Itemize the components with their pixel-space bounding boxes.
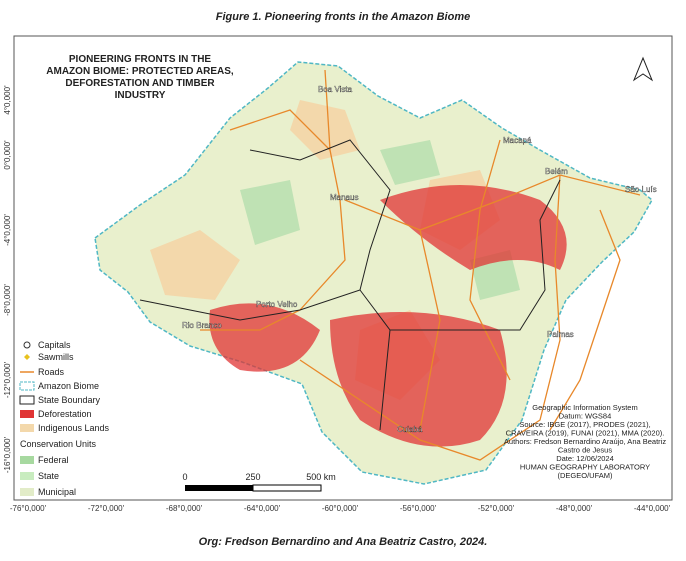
conservation-units bbox=[240, 140, 520, 300]
city-markers: Boa Vista Macapá Belém São Luís Manaus P… bbox=[182, 85, 657, 434]
lon-labels: -76°0,000' -72°0,000' -68°0,000' -64°0,000'… bbox=[10, 504, 671, 513]
legend-symbol bbox=[19, 381, 35, 391]
state-boundaries bbox=[139, 139, 561, 431]
deforestation bbox=[209, 185, 567, 447]
city-label: Belém bbox=[545, 167, 568, 176]
legend: Capitals Sawmills Roads Amazon Biome Sta… bbox=[19, 340, 110, 497]
lat-label: -8°0,000' bbox=[3, 284, 12, 316]
legend-label: Federal bbox=[38, 455, 69, 465]
scale-label: 0 bbox=[182, 472, 187, 482]
credit-line: Source: IBGE (2017), PRODES (2021), bbox=[519, 420, 650, 429]
lon-label: -52°0,000' bbox=[478, 504, 515, 513]
legend-label: Capitals bbox=[38, 340, 71, 350]
legend-symbol bbox=[24, 354, 30, 360]
lat-label: -4°0,000' bbox=[3, 214, 12, 246]
city-label: São Luís bbox=[625, 185, 657, 194]
roads bbox=[200, 69, 641, 461]
city-label: Cuiabá bbox=[397, 425, 423, 434]
legend-label: State bbox=[38, 471, 59, 481]
city-label: Palmas bbox=[547, 330, 574, 339]
lon-label: -48°0,000' bbox=[556, 504, 593, 513]
legend-label: Indigenous Lands bbox=[38, 423, 110, 433]
map-title-line: DEFORESTATION AND TIMBER bbox=[65, 78, 215, 89]
city-label: Macapá bbox=[503, 136, 532, 145]
footer: Org: Fredson Bernardino and Ana Beatriz … bbox=[199, 536, 488, 548]
credit-line: CRAVEIRA (2019), FUNAI (2021), MMA (2020… bbox=[506, 429, 665, 438]
lon-label: -72°0,000' bbox=[88, 504, 125, 513]
city-label: Boa Vista bbox=[318, 85, 353, 94]
map-title-line: PIONEERING FRONTS IN THE bbox=[69, 54, 212, 65]
legend-label: Roads bbox=[38, 367, 65, 377]
legend-label: State Boundary bbox=[38, 395, 101, 405]
scale-label: 250 bbox=[245, 472, 260, 482]
city-label: Porto Velho bbox=[256, 300, 298, 309]
legend-label: Deforestation bbox=[38, 409, 92, 419]
legend-label: Amazon Biome bbox=[38, 381, 99, 391]
city-label: Rio Branco bbox=[182, 321, 222, 330]
credit-line: (DEGEO/UFAM) bbox=[557, 471, 613, 480]
legend-symbol bbox=[23, 341, 31, 349]
credit-line: Authors: Fredson Bernardino Araújo, Ana … bbox=[504, 437, 666, 446]
lon-label: -44°0,000' bbox=[634, 504, 671, 513]
lat-label: 0°0,000' bbox=[3, 140, 12, 170]
legend-symbol bbox=[20, 472, 34, 480]
legend-subtitle: Conservation Units bbox=[20, 439, 97, 449]
lat-label: -16°0,000' bbox=[3, 436, 12, 473]
legend-symbol bbox=[20, 456, 34, 464]
lon-label: -60°0,000' bbox=[322, 504, 359, 513]
lon-label: -68°0,000' bbox=[166, 504, 203, 513]
credit-line: HUMAN GEOGRAPHY LABORATORY bbox=[520, 463, 650, 472]
legend-symbol bbox=[20, 410, 34, 418]
legend-label: Municipal bbox=[38, 487, 76, 497]
legend-symbol bbox=[19, 395, 35, 405]
map-title-line: AMAZON BIOME: PROTECTED AREAS, bbox=[46, 66, 234, 77]
lat-label: -12°0,000' bbox=[3, 361, 12, 398]
lat-label: 4°0,000' bbox=[3, 85, 12, 115]
lon-label: -64°0,000' bbox=[244, 504, 281, 513]
credit-line: Castro de Jesus bbox=[558, 446, 612, 455]
scale-bar: 0 250 500 km bbox=[182, 472, 336, 492]
legend-symbol bbox=[20, 488, 34, 496]
credit-line: Geographic Information System bbox=[532, 403, 637, 412]
lon-label: -76°0,000' bbox=[10, 504, 47, 513]
legend-symbol bbox=[20, 424, 34, 432]
north-arrow bbox=[632, 56, 654, 82]
map-body bbox=[94, 61, 653, 485]
legend-label: Sawmills bbox=[38, 352, 74, 362]
caption: Figure 1. Pioneering fronts in the Amazo… bbox=[216, 11, 470, 23]
city-label: Manaus bbox=[330, 193, 358, 202]
lat-labels: 4°0,000' 0°0,000' -4°0,000' -8°0,000' -12°0,… bbox=[3, 85, 12, 473]
credit-line: Date: 12/06/2024 bbox=[556, 454, 614, 463]
scale-segment bbox=[185, 485, 253, 491]
map-title-line: INDUSTRY bbox=[115, 90, 166, 101]
scale-label: 500 km bbox=[306, 472, 336, 482]
credit-line: Datum: WGS84 bbox=[559, 412, 612, 421]
lon-label: -56°0,000' bbox=[400, 504, 437, 513]
scale-segment bbox=[252, 484, 322, 492]
map-title: PIONEERING FRONTS IN THE AMAZON BIOME: P… bbox=[46, 54, 234, 101]
